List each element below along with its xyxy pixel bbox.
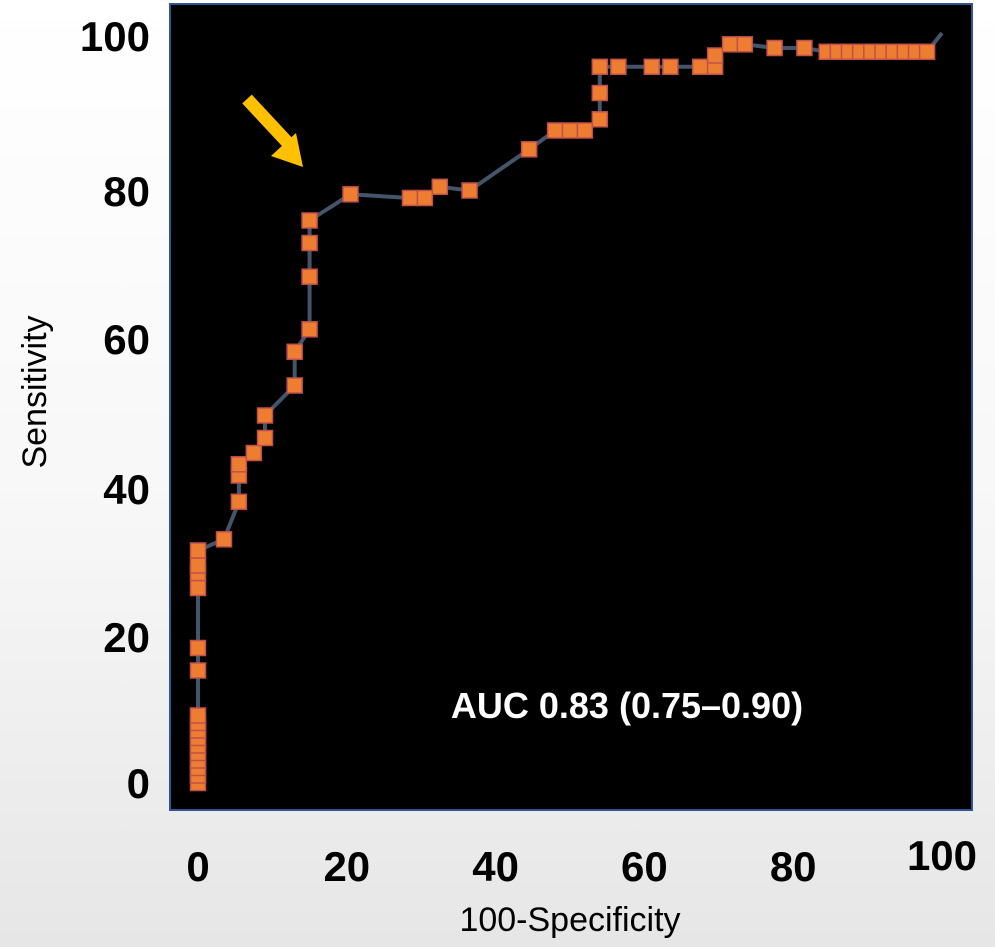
x-tick-label: 80 xyxy=(770,843,817,890)
data-point-marker xyxy=(301,212,318,229)
data-point-marker xyxy=(736,36,754,53)
y-axis-title: Sensitivity xyxy=(16,315,54,468)
callout-arrow-icon xyxy=(242,94,303,167)
roc-markers xyxy=(189,36,936,792)
data-point-marker xyxy=(342,186,359,203)
data-point-marker xyxy=(691,58,709,76)
data-point-marker xyxy=(189,542,207,559)
data-point-marker xyxy=(662,58,679,76)
data-point-marker xyxy=(401,189,419,207)
data-point-marker xyxy=(189,579,207,597)
data-point-marker xyxy=(416,189,434,207)
data-point-marker xyxy=(286,343,303,361)
x-tick-label: 0 xyxy=(186,843,209,890)
y-tick-label: 100 xyxy=(80,13,150,60)
data-point-marker xyxy=(215,531,233,548)
data-point-marker xyxy=(520,141,538,158)
data-point-marker xyxy=(591,84,609,102)
data-point-marker xyxy=(256,429,274,447)
data-point-marker xyxy=(721,36,739,53)
data-point-marker xyxy=(643,58,661,76)
x-axis-ticks: 0 20 40 60 80 100 xyxy=(186,832,977,890)
x-tick-label: 60 xyxy=(621,843,668,890)
data-point-marker xyxy=(301,268,318,285)
data-point-marker xyxy=(576,122,594,139)
x-tick-label: 20 xyxy=(323,843,370,890)
data-point-marker xyxy=(189,707,207,724)
y-axis-ticks: 0 20 40 60 80 100 xyxy=(80,13,150,807)
data-point-marker xyxy=(591,111,609,128)
data-point-marker xyxy=(301,234,318,252)
data-point-marker xyxy=(245,444,263,462)
y-tick-label: 20 xyxy=(103,614,150,661)
data-point-marker xyxy=(796,39,813,57)
data-point-marker xyxy=(461,182,478,199)
data-point-marker xyxy=(591,58,609,76)
data-point-marker xyxy=(230,456,248,473)
x-axis-title: 100-Specificity xyxy=(459,901,680,939)
data-point-marker xyxy=(766,39,783,57)
data-point-marker xyxy=(561,122,579,139)
data-point-marker xyxy=(918,43,936,61)
data-point-marker xyxy=(189,662,207,679)
auc-annotation: AUC 0.83 (0.75–0.90) xyxy=(451,685,803,726)
y-tick-label: 0 xyxy=(127,760,150,807)
data-point-marker xyxy=(286,377,303,394)
data-point-marker xyxy=(189,557,207,574)
data-point-marker xyxy=(301,321,318,338)
data-point-marker xyxy=(230,493,248,511)
data-point-marker xyxy=(256,407,274,424)
x-tick-label: 40 xyxy=(472,843,519,890)
data-point-marker xyxy=(431,178,449,196)
y-tick-label: 60 xyxy=(103,316,150,363)
y-tick-label: 80 xyxy=(103,168,150,215)
y-tick-label: 40 xyxy=(103,466,150,513)
data-point-marker xyxy=(610,58,627,76)
data-point-marker xyxy=(546,122,564,139)
data-point-marker xyxy=(706,47,724,64)
data-point-marker xyxy=(189,639,207,657)
x-tick-label: 100 xyxy=(907,832,977,879)
